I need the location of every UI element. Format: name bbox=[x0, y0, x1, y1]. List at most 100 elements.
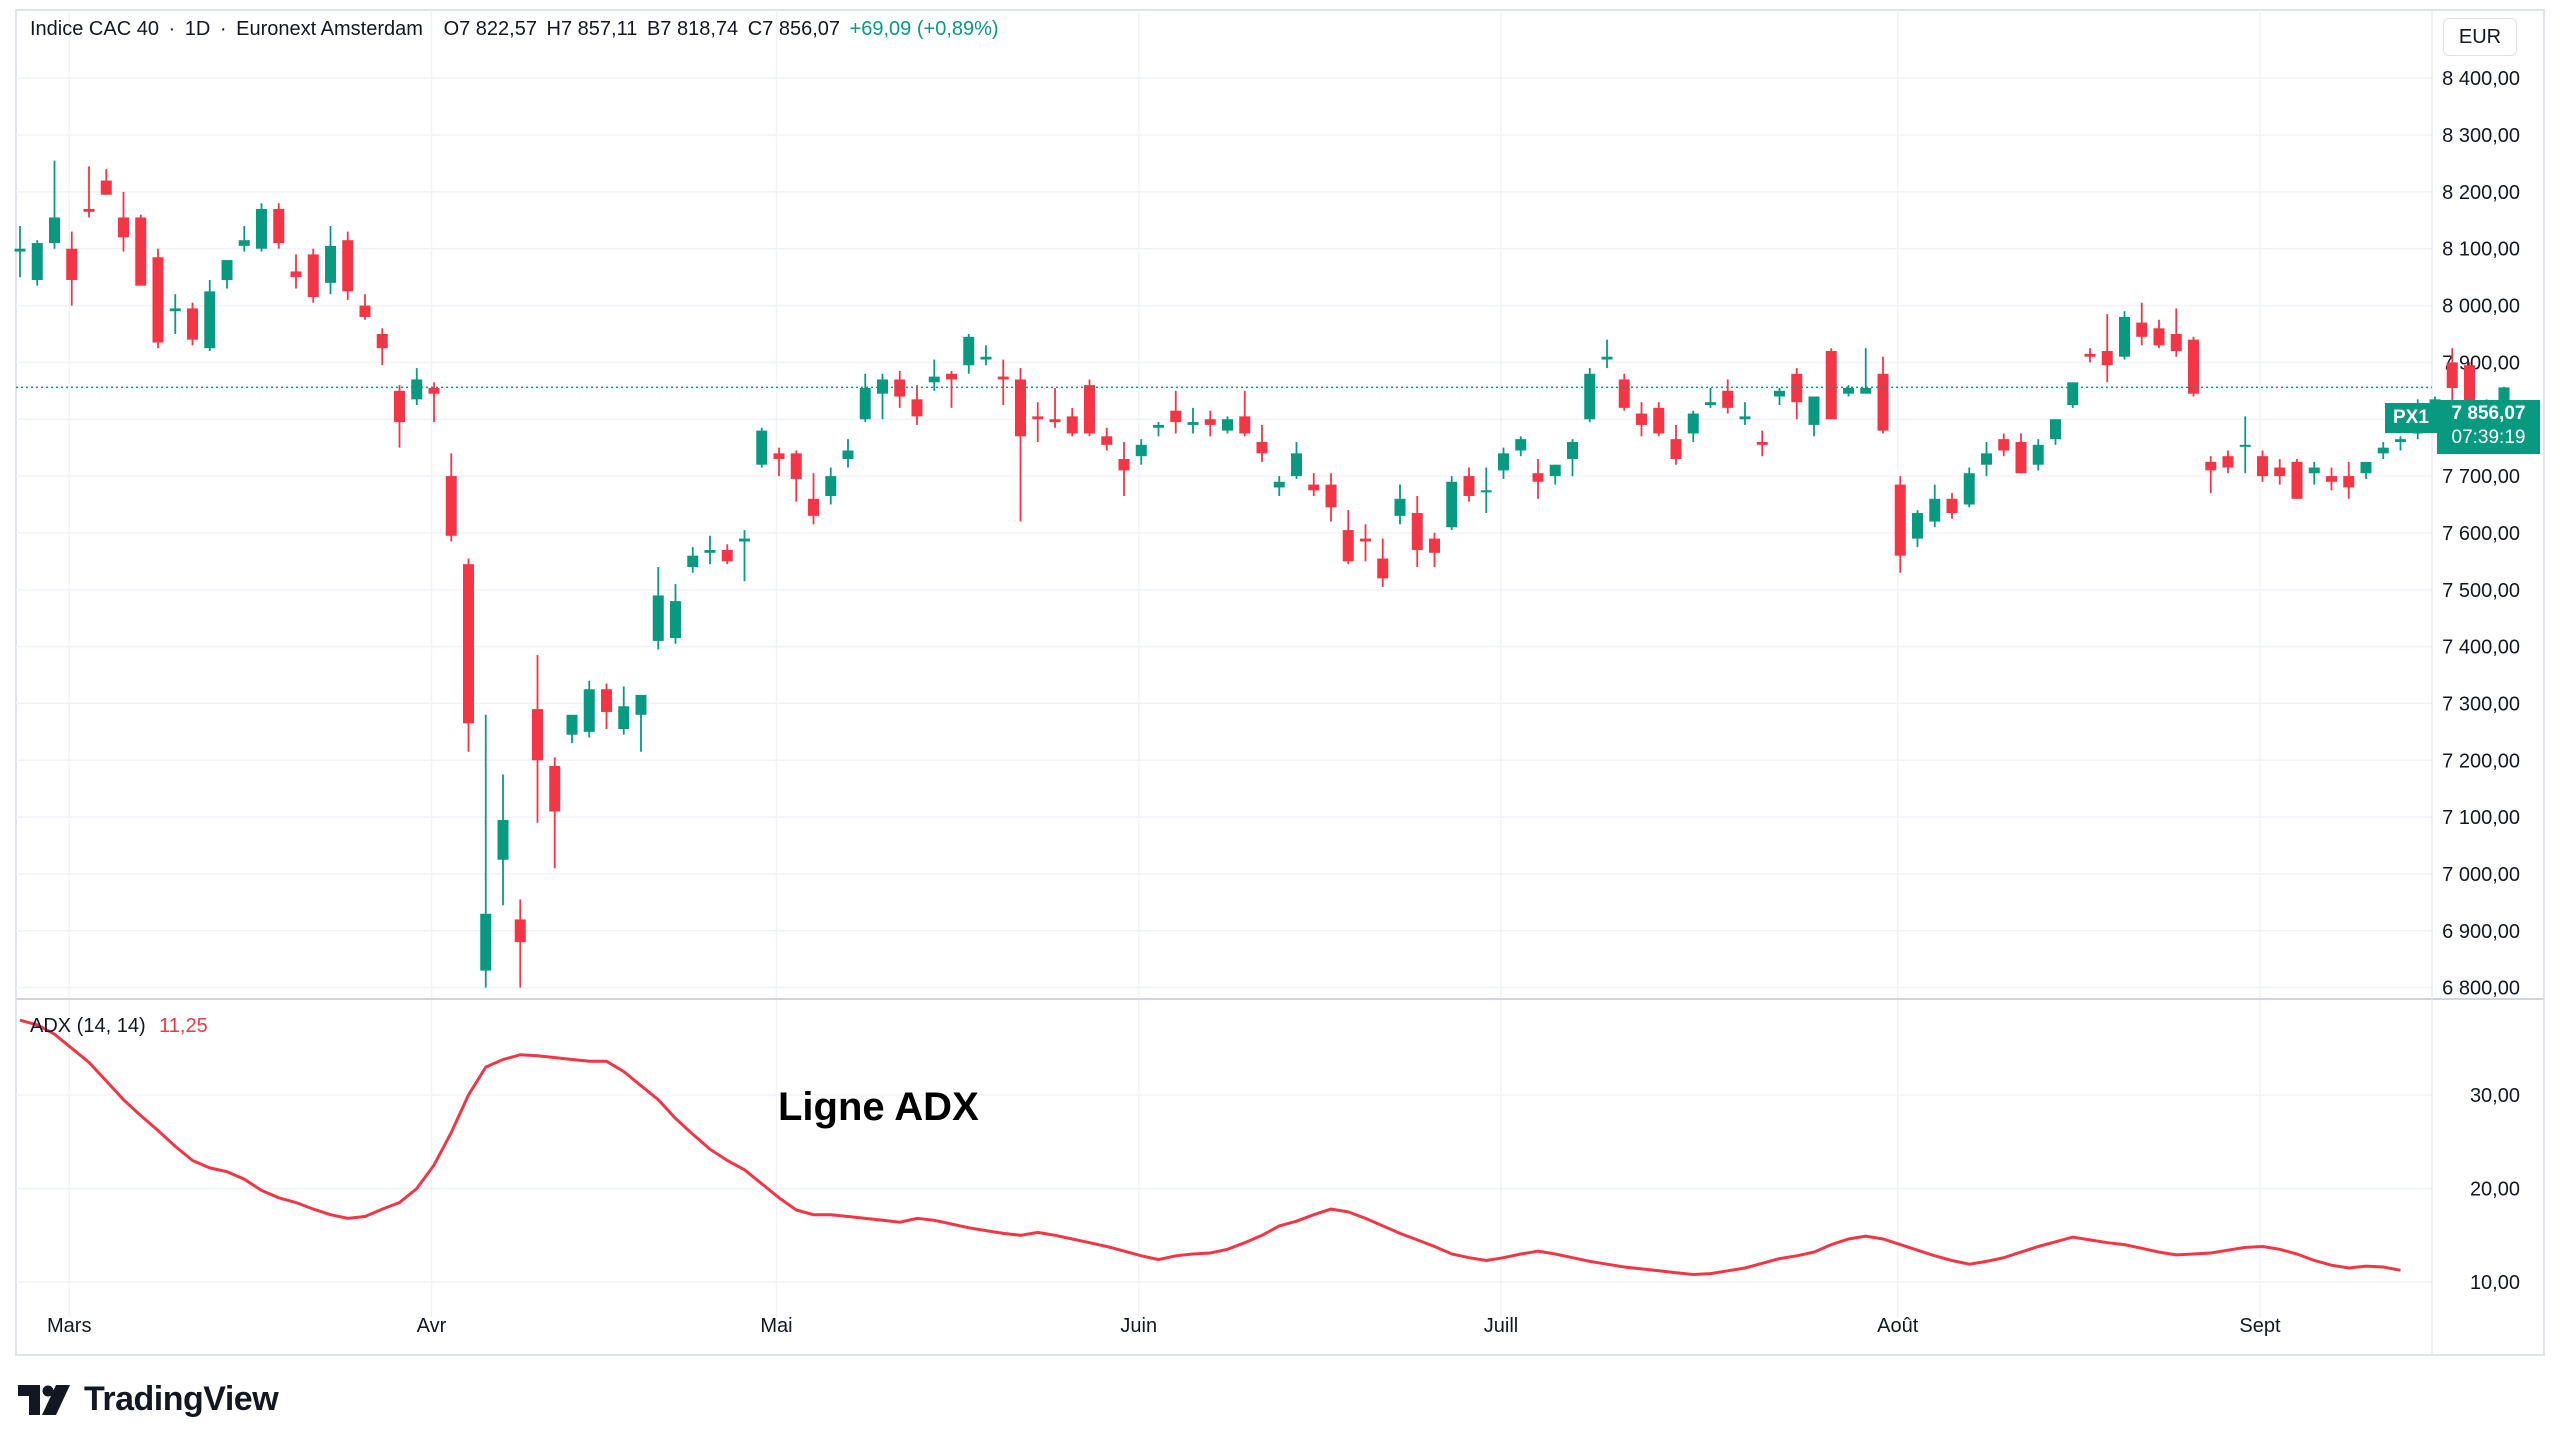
candle-body bbox=[946, 373, 957, 380]
candle bbox=[1515, 436, 1527, 457]
candle-body bbox=[1653, 407, 1665, 434]
candle bbox=[1963, 467, 1975, 508]
candle-body bbox=[980, 356, 992, 360]
interval[interactable]: 1D bbox=[184, 18, 211, 40]
candle bbox=[2377, 441, 2389, 460]
candle-body bbox=[825, 476, 837, 496]
adx-tick-label: 10,00 bbox=[2470, 1272, 2520, 1294]
candle bbox=[1342, 510, 1354, 565]
close-label: C bbox=[747, 18, 763, 40]
candle-body bbox=[480, 913, 492, 971]
chart-frame bbox=[15, 9, 2545, 1356]
candle-body bbox=[1963, 473, 1975, 505]
candle bbox=[1739, 402, 1751, 425]
adx-label[interactable]: ADX (14, 14) bbox=[30, 1015, 146, 1037]
price-tick-label: 7 500,00 bbox=[2442, 580, 2520, 602]
candle-body bbox=[463, 564, 474, 724]
candle-body bbox=[1894, 484, 1906, 556]
candle bbox=[428, 382, 440, 423]
tradingview-logo[interactable]: TradingView bbox=[18, 1380, 279, 1419]
candle-body bbox=[2084, 353, 2096, 357]
candle bbox=[169, 294, 181, 334]
candle-body bbox=[1705, 402, 1716, 406]
close-value: 7 856,07 bbox=[762, 18, 841, 40]
candle-body bbox=[66, 248, 78, 280]
price-axis[interactable]: 8 400,00 8 300,00 8 200,00 8 100,00 8 000,00… bbox=[2442, 68, 2520, 999]
candle-body bbox=[325, 245, 336, 283]
candle-body bbox=[2188, 339, 2199, 394]
adx-axis[interactable]: 30,00 20,00 10,00 bbox=[2470, 1085, 2520, 1294]
candle-body bbox=[1239, 416, 1251, 434]
candle bbox=[1601, 339, 1613, 369]
candle-body bbox=[1135, 444, 1147, 457]
currency-button[interactable]: EUR bbox=[2443, 18, 2517, 56]
symbol-name[interactable]: Indice CAC 40 bbox=[30, 18, 159, 40]
candle-body bbox=[928, 376, 940, 383]
time-tick-label: Août bbox=[1877, 1315, 1919, 1337]
candle bbox=[963, 333, 975, 374]
time-tick-label: Juin bbox=[1120, 1315, 1157, 1337]
high-value: 7 857,11 bbox=[561, 18, 638, 40]
candle-body bbox=[997, 376, 1009, 380]
candle-body bbox=[1808, 396, 1820, 425]
candle-body bbox=[894, 379, 906, 397]
candle bbox=[1653, 402, 1665, 437]
price-tick-label: 8 400,00 bbox=[2442, 68, 2520, 90]
candle bbox=[2015, 433, 2027, 474]
candle bbox=[1894, 476, 1906, 573]
candle-body bbox=[859, 387, 871, 420]
candle bbox=[1153, 422, 1164, 437]
candle bbox=[790, 450, 802, 502]
candle-body bbox=[1118, 459, 1130, 471]
annotation-text: Ligne ADX bbox=[778, 1085, 979, 1129]
px1-label: PX1 bbox=[2385, 403, 2437, 433]
candle bbox=[601, 683, 612, 730]
candle-body bbox=[221, 260, 233, 280]
candle bbox=[1049, 387, 1061, 428]
adx-line bbox=[19, 1018, 2401, 1277]
candle bbox=[376, 328, 388, 366]
candle bbox=[1015, 368, 1026, 522]
candle bbox=[825, 467, 837, 505]
low-value: 7 818,74 bbox=[660, 18, 739, 40]
candle bbox=[31, 240, 43, 286]
candle bbox=[549, 757, 561, 869]
candle bbox=[1877, 356, 1889, 434]
candle-body bbox=[1291, 453, 1302, 477]
candle bbox=[652, 567, 664, 650]
candle bbox=[49, 160, 60, 249]
price-tick-label: 7 000,00 bbox=[2442, 864, 2520, 886]
open-value: 7 822,57 bbox=[459, 18, 537, 40]
candle bbox=[808, 473, 819, 525]
candle bbox=[1946, 493, 1958, 519]
price-tick-label: 7 900,00 bbox=[2442, 352, 2520, 374]
candle-body bbox=[187, 308, 198, 340]
candle-body bbox=[1429, 538, 1440, 553]
candle-body bbox=[911, 399, 923, 417]
time-axis[interactable]: Mars Avr Mai Juin Juill Août Sept bbox=[47, 1315, 2281, 1337]
candle bbox=[14, 225, 26, 278]
candle-body bbox=[273, 208, 285, 244]
candle bbox=[2067, 382, 2079, 408]
candle-body bbox=[566, 714, 578, 735]
candle-body bbox=[635, 694, 647, 715]
candle-body bbox=[1222, 419, 1233, 431]
chart-header[interactable]: Indice CAC 40 · 1D · Euronext Amsterdam … bbox=[30, 18, 1003, 41]
candle bbox=[290, 254, 302, 289]
time-tick-label: Mars bbox=[47, 1315, 91, 1337]
candle-body bbox=[1929, 498, 1941, 522]
candle-body bbox=[1377, 558, 1389, 579]
candle bbox=[2326, 467, 2337, 491]
candle-body bbox=[359, 305, 371, 317]
price-tick-label: 8 300,00 bbox=[2442, 125, 2520, 147]
candle bbox=[394, 385, 405, 448]
candle bbox=[135, 214, 147, 286]
candle-body bbox=[2360, 461, 2372, 474]
adx-header[interactable]: ADX (14, 14) 11,25 bbox=[30, 1015, 208, 1038]
grid bbox=[16, 10, 2432, 1318]
candle bbox=[2136, 302, 2148, 346]
candle-body bbox=[842, 450, 854, 460]
candle-body bbox=[169, 308, 181, 312]
candle-body bbox=[1946, 498, 1958, 514]
